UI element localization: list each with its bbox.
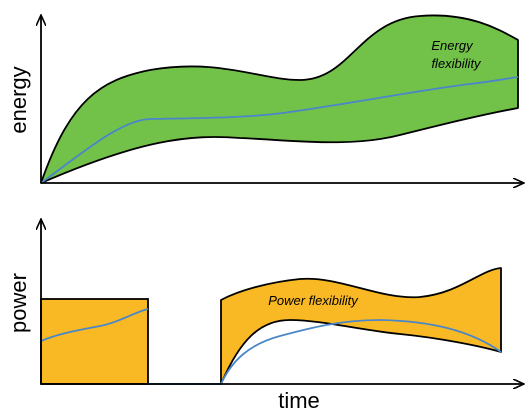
time-axis-label: time — [278, 388, 320, 412]
energy-trajectory-curve — [40, 76, 519, 184]
power-flexibility-label: Power flexibility — [268, 293, 359, 308]
energy-axis-label: energy — [6, 66, 31, 133]
power-curve-right — [220, 319, 502, 385]
power-panel: power Power flexibility time — [6, 220, 523, 412]
power-curve-left — [40, 308, 149, 342]
energy-flexibility-label-line1: Energy — [431, 38, 474, 53]
power-flexibility-band-right — [220, 267, 502, 385]
energy-flexibility-band — [40, 14, 519, 184]
energy-flexibility-label-line2: flexibility — [431, 56, 482, 71]
power-axis-label: power — [6, 273, 31, 333]
power-flexibility-block-left — [40, 298, 149, 385]
energy-panel: energy Energy flexibility — [6, 15, 523, 183]
